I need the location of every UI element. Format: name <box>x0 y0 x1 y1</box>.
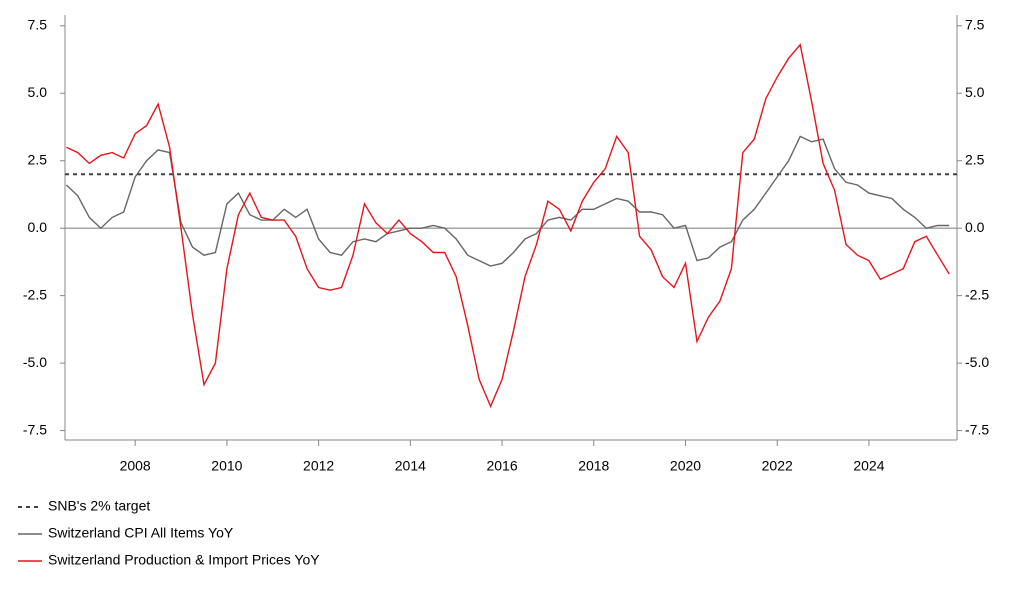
y2-tick-label: 0.0 <box>965 219 985 235</box>
y2-tick-label: -2.5 <box>965 286 989 302</box>
y-tick-label: -7.5 <box>23 421 47 437</box>
y-tick-label: 2.5 <box>28 151 48 167</box>
legend-label: Switzerland CPI All Items YoY <box>48 525 234 541</box>
x-tick-label: 2010 <box>211 458 242 474</box>
series-line <box>66 43 950 409</box>
legend-label: SNB's 2% target <box>48 498 150 514</box>
x-tick-label: 2016 <box>486 458 517 474</box>
x-tick-label: 2018 <box>578 458 609 474</box>
y2-tick-label: 2.5 <box>965 151 985 167</box>
x-tick-label: 2008 <box>120 458 151 474</box>
y2-tick-label: 7.5 <box>965 16 985 32</box>
y2-tick-label: -5.0 <box>965 354 989 370</box>
x-tick-label: 2020 <box>670 458 701 474</box>
y-tick-label: 7.5 <box>28 16 48 32</box>
y-tick-label: -2.5 <box>23 286 47 302</box>
series-line <box>65 135 950 267</box>
legend-label: Switzerland Production & Import Prices Y… <box>48 552 320 568</box>
x-tick-label: 2014 <box>395 458 426 474</box>
y2-tick-label: -7.5 <box>965 421 989 437</box>
x-tick-label: 2012 <box>303 458 334 474</box>
x-tick-label: 2022 <box>762 458 793 474</box>
y2-tick-label: 5.0 <box>965 84 985 100</box>
y-tick-label: -5.0 <box>23 354 47 370</box>
x-tick-label: 2024 <box>853 458 884 474</box>
y-tick-label: 5.0 <box>28 84 48 100</box>
y-tick-label: 0.0 <box>28 219 48 235</box>
